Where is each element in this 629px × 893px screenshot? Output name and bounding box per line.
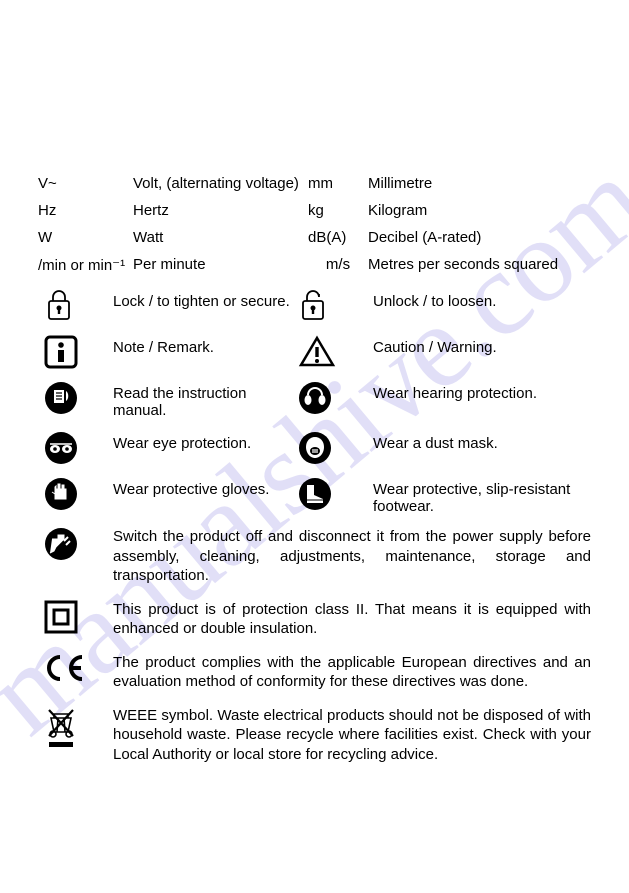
unit-symbol: Hz xyxy=(38,197,133,224)
ce-icon xyxy=(38,653,113,683)
eye-icon xyxy=(38,431,113,465)
ce-text: The product complies with the applicable… xyxy=(113,653,591,692)
symbol-row: Read the instruction manual. Wear hearin… xyxy=(38,381,591,419)
hearing-label: Wear hearing protection. xyxy=(373,381,591,402)
unit-name: Millimetre xyxy=(368,170,591,197)
eye-label: Wear eye protection. xyxy=(113,431,298,452)
class2-icon xyxy=(38,600,113,634)
symbol-row: Note / Remark. Caution / Warning. xyxy=(38,335,591,369)
caution-label: Caution / Warning. xyxy=(373,335,591,356)
unlock-label: Unlock / to loosen. xyxy=(373,289,591,310)
manual-icon xyxy=(38,381,113,415)
units-row: W Watt dB(A) Decibel (A-rated) xyxy=(38,224,591,251)
symbol-row: Wear eye protection. Wear a dust mask. xyxy=(38,431,591,465)
footwear-icon xyxy=(298,477,373,511)
power-icon xyxy=(38,527,113,561)
unit-name: Metres per seconds squared xyxy=(368,251,591,279)
weee-icon xyxy=(38,706,113,750)
manual-label: Read the instruction manual. xyxy=(113,381,298,419)
note-icon xyxy=(38,335,113,369)
unit-name: Decibel (A-rated) xyxy=(368,224,591,251)
unit-symbol: /min or min⁻¹ xyxy=(38,251,133,279)
unit-name: Hertz xyxy=(133,197,308,224)
lock-icon xyxy=(38,289,113,323)
unit-name: Kilogram xyxy=(368,197,591,224)
note-label: Note / Remark. xyxy=(113,335,298,356)
units-row: Hz Hertz kg Kilogram xyxy=(38,197,591,224)
unit-symbol: kg xyxy=(308,197,368,224)
dust-label: Wear a dust mask. xyxy=(373,431,591,452)
symbol-row: Wear protective gloves. Wear protective,… xyxy=(38,477,591,515)
gloves-icon xyxy=(38,477,113,511)
unit-symbol: mm xyxy=(308,170,368,197)
unit-symbol: dB(A) xyxy=(308,224,368,251)
symbols-grid: Lock / to tighten or secure. Unlock / to… xyxy=(38,289,591,515)
full-row-weee: WEEE symbol. Waste electrical products s… xyxy=(38,706,591,765)
full-row-power: Switch the product off and disconnect it… xyxy=(38,527,591,586)
symbol-row: Lock / to tighten or secure. Unlock / to… xyxy=(38,289,591,323)
power-text: Switch the product off and disconnect it… xyxy=(113,527,591,586)
unlock-icon xyxy=(298,289,373,323)
lock-label: Lock / to tighten or secure. xyxy=(113,289,298,310)
full-row-class2: This product is of protection class II. … xyxy=(38,600,591,639)
dust-icon xyxy=(298,431,373,465)
unit-name: Watt xyxy=(133,224,308,251)
units-row: V~ Volt, (alternating voltage) mm Millim… xyxy=(38,170,591,197)
unit-name: Volt, (alternating voltage) xyxy=(133,170,308,197)
weee-text: WEEE symbol. Waste electrical products s… xyxy=(113,706,591,765)
units-table: V~ Volt, (alternating voltage) mm Millim… xyxy=(38,170,591,279)
hearing-icon xyxy=(298,381,373,415)
full-row-ce: The product complies with the applicable… xyxy=(38,653,591,692)
footwear-label: Wear protective, slip-resistant footwear… xyxy=(373,477,591,515)
gloves-label: Wear protective gloves. xyxy=(113,477,298,498)
class2-text: This product is of protection class II. … xyxy=(113,600,591,639)
caution-icon xyxy=(298,335,373,369)
page-content: V~ Volt, (alternating voltage) mm Millim… xyxy=(0,0,629,764)
unit-symbol: V~ xyxy=(38,170,133,197)
unit-symbol: m/s xyxy=(308,251,368,279)
unit-name: Per minute xyxy=(133,251,308,279)
unit-symbol: W xyxy=(38,224,133,251)
units-row: /min or min⁻¹ Per minute m/s Metres per … xyxy=(38,251,591,279)
